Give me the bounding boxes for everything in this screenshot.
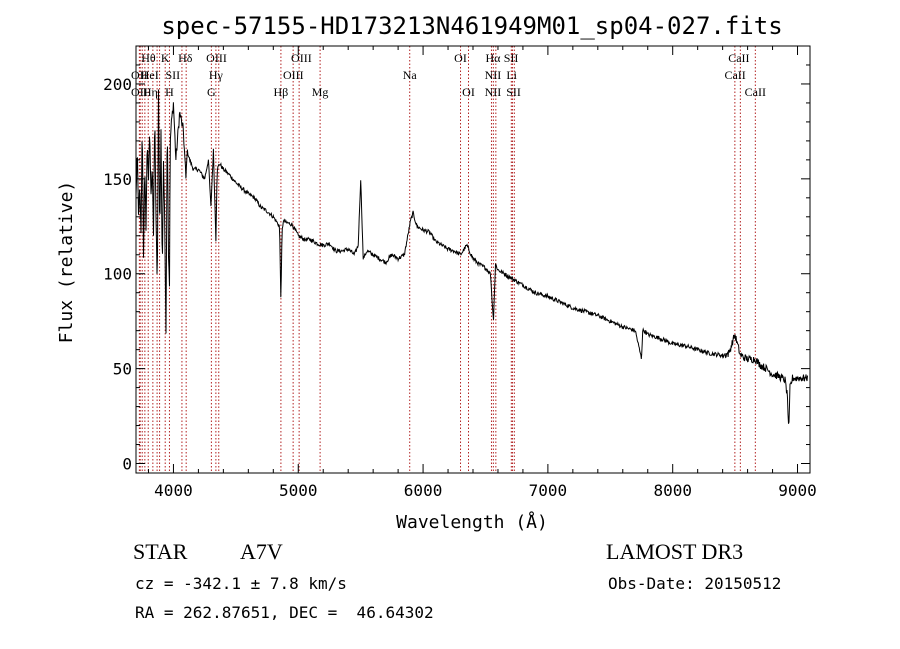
line-marker-label: H bbox=[165, 85, 174, 99]
line-marker-label: Hδ bbox=[178, 51, 193, 65]
x-tick-label: 6000 bbox=[404, 481, 443, 500]
redshift-cz: cz = -342.1 ± 7.8 km/s bbox=[135, 574, 347, 593]
line-marker-label: Hη bbox=[143, 85, 158, 99]
y-tick-label: 200 bbox=[103, 75, 132, 94]
object-class: STAR bbox=[133, 539, 188, 564]
y-tick-label: 50 bbox=[113, 360, 132, 379]
line-marker-label: Na bbox=[403, 68, 418, 82]
y-tick-label: 150 bbox=[103, 170, 132, 189]
x-tick-label: 5000 bbox=[279, 481, 318, 500]
line-marker-label: G bbox=[207, 85, 216, 99]
line-marker-label: CaII bbox=[724, 68, 745, 82]
line-marker-label: HeI bbox=[141, 68, 159, 82]
line-marker-label: OII bbox=[131, 68, 148, 82]
line-marker-label: OI bbox=[454, 51, 467, 65]
chart-title: spec-57155-HD173213N461949M01_sp04-027.f… bbox=[161, 12, 782, 40]
spectrum-line bbox=[135, 89, 808, 424]
line-marker-label: Hβ bbox=[274, 85, 289, 99]
survey-name: LAMOST DR3 bbox=[606, 539, 744, 564]
coordinates: RA = 262.87651, DEC = 46.64302 bbox=[135, 603, 434, 622]
y-axis-ticks: 0 50 100 150 200 bbox=[103, 64, 810, 474]
line-marker-label: SII bbox=[165, 68, 180, 82]
line-markers bbox=[138, 46, 756, 473]
x-axis-label: Wavelength (Å) bbox=[396, 511, 548, 533]
line-marker-label: CaII bbox=[728, 51, 749, 65]
line-marker-label: OI bbox=[462, 85, 475, 99]
line-marker-label: OIII bbox=[283, 68, 304, 82]
line-marker-label: Li bbox=[506, 68, 517, 82]
line-marker-label: SII bbox=[504, 51, 519, 65]
y-tick-label: 0 bbox=[122, 455, 132, 474]
line-marker-label: Hγ bbox=[209, 68, 224, 82]
line-marker-label: Hα bbox=[485, 51, 501, 65]
line-marker-label: Hθ bbox=[141, 51, 156, 65]
x-tick-label: 8000 bbox=[653, 481, 692, 500]
y-tick-label: 100 bbox=[103, 265, 132, 284]
x-tick-label: 9000 bbox=[778, 481, 817, 500]
line-marker-label: OIII bbox=[206, 51, 227, 65]
line-marker-label: NII bbox=[485, 68, 502, 82]
line-marker-label: K bbox=[161, 51, 170, 65]
object-subclass: A7V bbox=[240, 539, 283, 564]
x-tick-label: 7000 bbox=[529, 481, 568, 500]
y-axis-label: Flux (relative) bbox=[56, 181, 77, 344]
line-marker-label: OIII bbox=[291, 51, 312, 65]
x-axis-ticks: 4000 5000 6000 7000 8000 9000 bbox=[147, 46, 817, 500]
observation-date: Obs-Date: 20150512 bbox=[608, 574, 782, 593]
line-marker-label: SII bbox=[506, 85, 521, 99]
line-marker-label: Mg bbox=[312, 85, 329, 99]
line-marker-label: OII bbox=[131, 85, 148, 99]
line-marker-label: NII bbox=[485, 85, 502, 99]
x-tick-label: 4000 bbox=[154, 481, 193, 500]
line-marker-label: CaII bbox=[745, 85, 766, 99]
